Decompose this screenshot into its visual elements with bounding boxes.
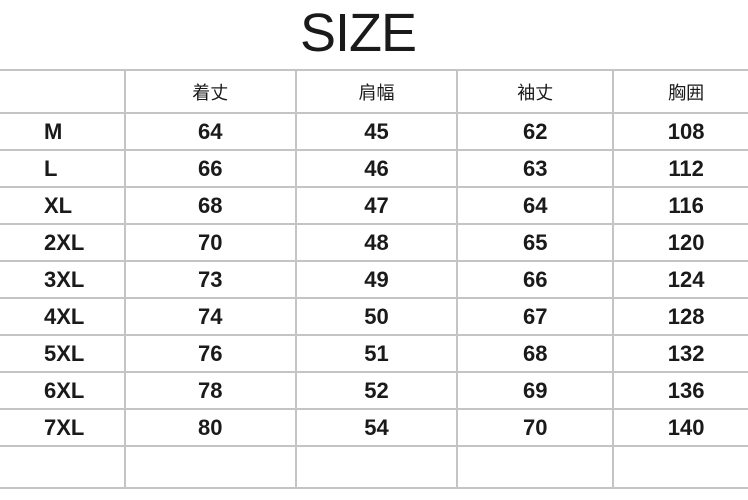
cell-chest: 136 <box>612 371 748 410</box>
cell-chest: 140 <box>612 408 748 447</box>
cell-length: 78 <box>123 371 297 410</box>
cell-size: 5XL <box>0 334 126 373</box>
cell-length: 73 <box>123 260 297 299</box>
cell-size: 7XL <box>0 408 126 447</box>
header-size <box>0 69 126 114</box>
cell-sleeve: 66 <box>456 260 615 299</box>
cell-size: 4XL <box>0 297 126 336</box>
cell-shoulder: 45 <box>294 112 459 151</box>
cell-size: L <box>0 149 126 188</box>
cell-size: 3XL <box>0 260 126 299</box>
size-title: SIZE <box>299 3 417 63</box>
header-shoulder: 肩幅 <box>294 69 459 114</box>
cell-chest: 124 <box>612 260 748 299</box>
header-sleeve: 袖丈 <box>456 69 615 114</box>
cell-size: XL <box>0 186 126 225</box>
cell-sleeve: 69 <box>456 371 615 410</box>
cell-size: 2XL <box>0 223 126 262</box>
cell-shoulder: 51 <box>294 334 459 373</box>
cell-sleeve: 63 <box>456 149 615 188</box>
table-row: 4XL 74 50 67 128 <box>0 297 748 336</box>
table-row: L 66 46 63 112 <box>0 149 748 188</box>
empty-cell <box>0 445 126 489</box>
cell-size: 6XL <box>0 371 126 410</box>
cell-sleeve: 68 <box>456 334 615 373</box>
header-chest: 胸囲 <box>612 69 748 114</box>
cell-size: M <box>0 112 126 151</box>
cell-chest: 132 <box>612 334 748 373</box>
cell-chest: 120 <box>612 223 748 262</box>
empty-cell <box>456 445 615 489</box>
table-row: 2XL 70 48 65 120 <box>0 223 748 262</box>
cell-length: 64 <box>123 112 297 151</box>
cell-length: 74 <box>123 297 297 336</box>
cell-length: 66 <box>123 149 297 188</box>
empty-cell <box>612 445 748 489</box>
cell-chest: 128 <box>612 297 748 336</box>
cell-shoulder: 52 <box>294 371 459 410</box>
cell-length: 70 <box>123 223 297 262</box>
cell-chest: 116 <box>612 186 748 225</box>
table-row: 7XL 80 54 70 140 <box>0 408 748 447</box>
cell-length: 80 <box>123 408 297 447</box>
cell-sleeve: 70 <box>456 408 615 447</box>
table-row: 5XL 76 51 68 132 <box>0 334 748 373</box>
header-length: 着丈 <box>123 69 297 114</box>
table-row: 3XL 73 49 66 124 <box>0 260 748 299</box>
table-row: XL 68 47 64 116 <box>0 186 748 225</box>
cell-shoulder: 49 <box>294 260 459 299</box>
cell-shoulder: 50 <box>294 297 459 336</box>
empty-cell <box>123 445 297 489</box>
cell-sleeve: 64 <box>456 186 615 225</box>
table-row: M 64 45 62 108 <box>0 112 748 151</box>
cell-chest: 108 <box>612 112 748 151</box>
cell-sleeve: 65 <box>456 223 615 262</box>
size-table: 着丈 肩幅 袖丈 胸囲 M 64 45 62 108 L 66 46 63 112 XL 68 47 64 116 2… <box>0 69 748 489</box>
cell-shoulder: 48 <box>294 223 459 262</box>
cell-shoulder: 54 <box>294 408 459 447</box>
table-row: 6XL 78 52 69 136 <box>0 371 748 410</box>
empty-row <box>0 445 748 489</box>
header-row: 着丈 肩幅 袖丈 胸囲 <box>0 69 748 114</box>
cell-length: 76 <box>123 334 297 373</box>
cell-sleeve: 62 <box>456 112 615 151</box>
empty-cell <box>294 445 459 489</box>
cell-chest: 112 <box>612 149 748 188</box>
cell-length: 68 <box>123 186 297 225</box>
cell-shoulder: 47 <box>294 186 459 225</box>
cell-sleeve: 67 <box>456 297 615 336</box>
cell-shoulder: 46 <box>294 149 459 188</box>
